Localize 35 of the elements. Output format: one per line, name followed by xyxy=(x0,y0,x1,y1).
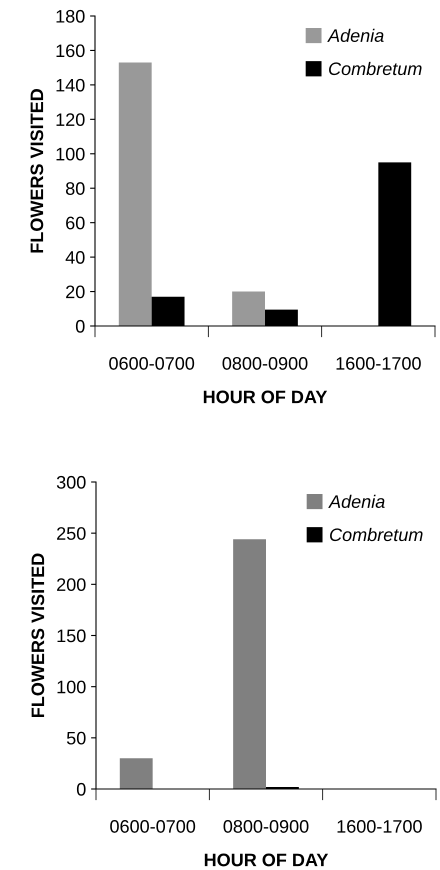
y-tick-label: 200 xyxy=(57,578,86,592)
x-tick-label: 1600-1700 xyxy=(336,357,421,370)
legend-label: Adenia xyxy=(327,28,384,42)
x-tick-label: 0800-0900 xyxy=(224,820,308,833)
y-tick-label: 160 xyxy=(56,44,85,58)
y-tick-label: 50 xyxy=(66,732,86,745)
y-tick-label: 120 xyxy=(56,113,85,126)
legend-label: Combretum xyxy=(329,62,422,76)
bar xyxy=(232,292,265,326)
x-tick-label: 0800-0900 xyxy=(222,357,308,370)
y-tick-label: 250 xyxy=(57,527,86,540)
legend-label: Adenia xyxy=(328,494,385,508)
x-tick-label: 0600-0700 xyxy=(109,357,194,370)
y-tick-label: 180 xyxy=(56,10,85,23)
y-tick-label: 0 xyxy=(76,320,85,333)
bar xyxy=(233,539,266,789)
y-tick-label: 100 xyxy=(56,148,85,160)
bar xyxy=(118,62,152,326)
x-tick-label: 1600-1700 xyxy=(338,820,422,833)
x-axis-title: HOUR OF DAY xyxy=(204,854,328,866)
y-tick-label: 40 xyxy=(66,251,85,264)
y-tick-label: 140 xyxy=(56,78,85,92)
x-tick-label: 0600-0700 xyxy=(110,820,196,833)
y-tick-label: 20 xyxy=(66,285,85,298)
y-tick-label: 100 xyxy=(58,680,86,694)
y-tick-label: 150 xyxy=(58,629,86,642)
legend-label: Combretum xyxy=(330,528,423,542)
x-axis-title: HOUR OF DAY xyxy=(204,390,328,404)
y-tick-label: 80 xyxy=(66,182,85,195)
y-axis-title: FLOWERS VISITED xyxy=(31,554,44,718)
y-axis-title: FLOWERS VISITED xyxy=(30,89,44,253)
y-tick-label: 0 xyxy=(76,782,86,796)
bar xyxy=(120,758,153,789)
y-tick-label: 60 xyxy=(66,216,85,230)
y-tick-label: 300 xyxy=(56,476,86,489)
